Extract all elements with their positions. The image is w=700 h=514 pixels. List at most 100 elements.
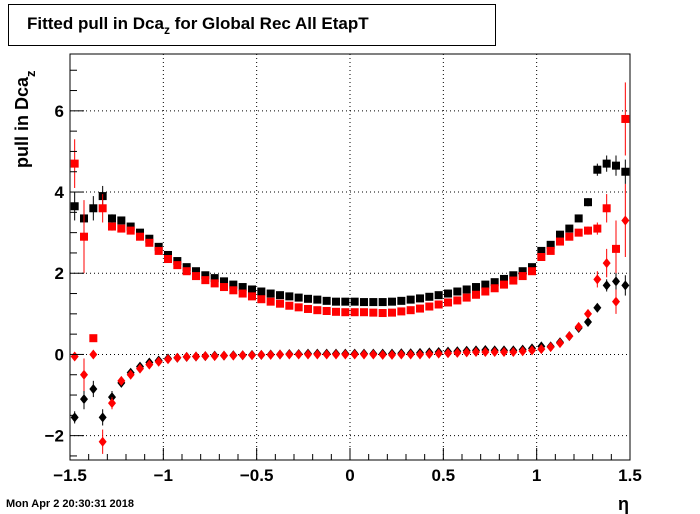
data-point-square	[406, 306, 415, 315]
data-point-square	[416, 294, 424, 303]
data-point-square	[462, 285, 471, 294]
data-point-diamond	[397, 349, 406, 360]
chart-title-rest: for Global Rec All EtapT	[169, 14, 369, 33]
data-point-square	[574, 228, 583, 237]
data-point-square	[98, 204, 107, 213]
data-point-diamond	[537, 344, 546, 355]
data-point-square	[378, 309, 387, 318]
data-point-diamond	[621, 280, 630, 291]
data-point-diamond	[313, 349, 322, 360]
data-point-diamond	[621, 215, 630, 226]
data-point-diamond	[248, 350, 256, 361]
data-point-square	[304, 294, 312, 303]
data-point-diamond	[210, 351, 219, 362]
data-point-square	[593, 165, 602, 174]
data-point-diamond	[546, 342, 555, 353]
data-point-square	[126, 226, 135, 235]
data-point-square	[593, 224, 602, 233]
data-point-diamond	[220, 350, 228, 361]
data-point-diamond	[238, 350, 247, 361]
data-point-square	[341, 297, 350, 306]
data-point-diamond	[126, 369, 135, 380]
title-box: Fitted pull in Dcaz for Global Rec All E…	[8, 4, 496, 46]
data-point-diamond	[332, 349, 340, 360]
data-point-square	[313, 295, 322, 304]
data-point-square	[556, 230, 564, 239]
data-point-square	[182, 267, 191, 276]
series-3	[70, 183, 630, 454]
data-point-diamond	[500, 347, 508, 358]
data-point-square	[350, 308, 359, 317]
data-point-diamond	[584, 308, 592, 319]
data-point-diamond	[276, 349, 284, 360]
data-point-square	[612, 161, 620, 170]
data-point-square	[518, 267, 527, 276]
data-point-square	[453, 296, 462, 305]
data-point-square	[546, 246, 555, 255]
data-point-square	[602, 159, 611, 168]
data-point-diamond	[229, 350, 238, 361]
x-tick-label: 1	[532, 466, 541, 485]
data-point-square	[70, 159, 79, 168]
data-point-square	[164, 250, 172, 259]
data-point-square	[136, 228, 144, 237]
data-point-diamond	[602, 280, 611, 291]
grid-lines	[70, 54, 630, 460]
data-point-square	[546, 240, 555, 249]
data-point-square	[360, 298, 368, 307]
data-point-square	[322, 306, 331, 315]
data-point-diamond	[89, 349, 98, 360]
data-point-square	[108, 214, 116, 223]
data-point-square	[341, 308, 350, 317]
data-point-square	[210, 279, 219, 288]
data-point-square	[397, 307, 406, 316]
data-point-square	[388, 308, 396, 317]
data-point-square	[602, 204, 611, 213]
data-point-diamond	[145, 359, 154, 370]
data-point-square	[248, 285, 256, 294]
data-point-square	[238, 283, 247, 292]
data-point-square	[406, 295, 415, 304]
data-point-square	[201, 271, 210, 280]
data-point-diamond	[360, 349, 368, 360]
data-point-square	[220, 277, 228, 286]
data-point-square	[565, 224, 574, 233]
y-tick-label: 2	[55, 264, 64, 283]
data-point-diamond	[154, 356, 163, 367]
series-0	[70, 155, 630, 307]
data-point-square	[70, 202, 79, 211]
data-point-square	[164, 255, 172, 264]
data-point-diamond	[556, 338, 564, 349]
data-point-diamond	[173, 352, 182, 363]
data-point-square	[518, 272, 527, 281]
data-point-diamond	[341, 349, 350, 360]
data-point-diamond	[89, 383, 98, 394]
data-point-square	[462, 293, 471, 302]
data-point-square	[360, 308, 368, 317]
data-point-square	[621, 114, 630, 123]
chart-title-main: Fitted pull in Dca	[27, 14, 164, 33]
data-point-square	[481, 287, 490, 296]
data-point-diamond	[201, 351, 210, 362]
data-point-diamond	[453, 347, 462, 358]
data-point-square	[285, 301, 294, 310]
x-tick-label: −0.5	[240, 466, 274, 485]
data-point-square	[490, 278, 499, 287]
axes-ticks: −1.5 −1 −0.5 0 0.5 1 1.5 −2 0 2 4 6	[45, 69, 642, 485]
data-point-square	[565, 232, 574, 241]
chart-title-sub: z	[163, 23, 170, 37]
data-point-square	[173, 257, 182, 266]
data-point-square	[388, 297, 396, 306]
y-axis-title-sub: z	[23, 70, 38, 77]
data-point-square	[220, 283, 228, 292]
data-point-diamond	[369, 349, 378, 360]
timestamp: Mon Apr 2 20:30:31 2018	[6, 498, 134, 510]
data-point-square	[117, 216, 126, 225]
chart-title: Fitted pull in Dcaz for Global Rec All E…	[27, 14, 369, 37]
data-point-square	[192, 272, 200, 281]
data-point-square	[332, 307, 340, 316]
data-point-square	[528, 267, 536, 276]
data-point-square	[154, 242, 163, 251]
data-point-diamond	[593, 302, 602, 313]
